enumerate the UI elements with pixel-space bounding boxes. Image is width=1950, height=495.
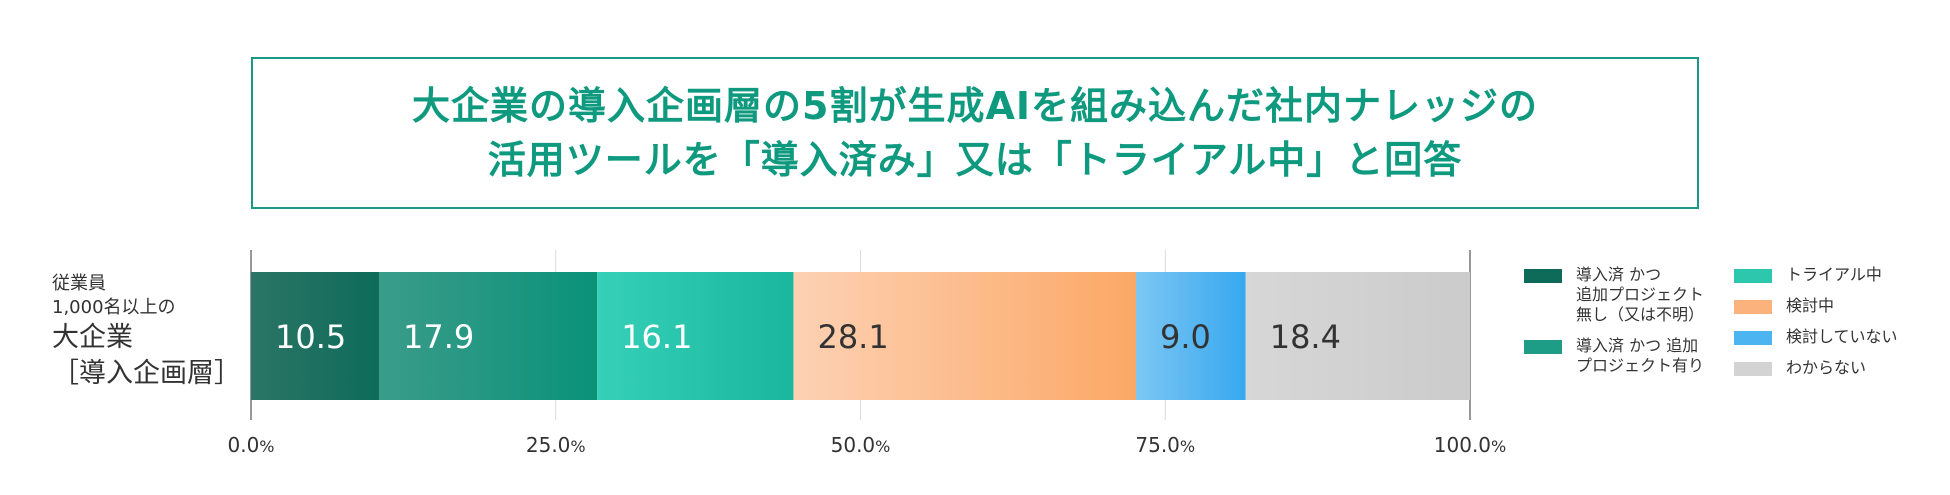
legend-col1-item-0: 導入済 かつ 追加プロジェクト 無し（又は不明）: [1524, 265, 1704, 325]
legend-col1-label-1-line-1: プロジェクト有り: [1576, 356, 1705, 375]
bar-segment-0: [251, 272, 379, 400]
x-tick-number-0: 0.0: [227, 433, 259, 457]
legend-col2-label-3: わからない: [1786, 358, 1866, 378]
legend-col2-label-1: 検討中: [1786, 296, 1834, 316]
data-label-5: 18.4: [1270, 318, 1341, 356]
legend-col1-label-0-line-1: 追加プロジェクト: [1576, 285, 1705, 304]
x-tick-label-4: 100.0%: [1434, 433, 1506, 457]
legend-col1-label-0: 導入済 かつ 追加プロジェクト 無し（又は不明）: [1576, 265, 1704, 325]
legend-column-2: トライアル中 検討中検討していない わからない: [1734, 265, 1898, 389]
legend-col2-label-0: トライアル中: [1786, 265, 1882, 285]
x-tick-number-1: 25.0: [526, 433, 571, 457]
data-label-1: 17.9: [403, 318, 474, 356]
legend-col2-item-0: トライアル中: [1734, 265, 1898, 285]
bar-segment-2: [597, 272, 794, 400]
legend-col1-label-0-line-0: 導入済 かつ: [1576, 265, 1662, 284]
legend-col1-item-1: 導入済 かつ 追加 プロジェクト有り: [1524, 336, 1704, 376]
legend-col2-swatch-1: [1734, 300, 1772, 314]
legend-col2-label-1-line-0: 検討中: [1786, 296, 1835, 315]
legend-col1-label-1: 導入済 かつ 追加 プロジェクト有り: [1576, 336, 1704, 376]
chart-title-box: 大企業の導入企画層の5割が生成AIを組み込んだ社内ナレッジの 活用ツールを「導入…: [251, 57, 1699, 209]
x-tick-unit-4: %: [1491, 437, 1506, 456]
legend-col2-swatch-3: [1734, 362, 1772, 376]
bar-segment-3: [793, 272, 1136, 400]
bar-segment-1: [378, 272, 598, 400]
legend-col1-label-1-line-0: 導入済 かつ 追加: [1576, 336, 1699, 355]
legend-col1-label-0-line-2: 無し（又は不明）: [1576, 305, 1705, 324]
x-tick-label-1: 25.0%: [526, 433, 586, 457]
x-tick-unit-1: %: [570, 437, 585, 456]
bar-segment-5: [1245, 272, 1470, 400]
chart-title-line-2: 活用ツールを「導入済み」又は「トライアル中」と回答: [487, 138, 1463, 182]
data-label-0: 10.5: [275, 318, 346, 356]
category-label-line-1: 従業員: [52, 273, 106, 294]
legend-col2-item-1: 検討中: [1734, 296, 1898, 316]
legend-col2-swatch-0: [1734, 269, 1772, 283]
data-label-4: 9.0: [1160, 318, 1211, 356]
legend-col1-swatch-0: [1524, 269, 1562, 283]
legend-col1-swatch-1: [1524, 340, 1562, 354]
category-label-line-2: 1,000名以上の: [52, 297, 176, 318]
legend-col2-swatch-2: [1734, 331, 1772, 345]
x-tick-unit-0: %: [259, 437, 274, 456]
category-label: 従業員 1,000名以上の 大企業 ［導入企画層］: [52, 272, 242, 392]
x-tick-number-2: 50.0: [831, 433, 876, 457]
legend-column-1: 導入済 かつ 追加プロジェクト 無し（又は不明） 導入済 かつ 追加 プロジェクト有り: [1524, 265, 1704, 387]
x-tick-label-2: 50.0%: [831, 433, 891, 457]
legend-col2-label-0-line-0: トライアル中: [1786, 265, 1882, 284]
category-label-line-4: ［導入企画層］: [52, 358, 241, 389]
legend-col2-label-3-line-0: わからない: [1786, 358, 1867, 377]
data-label-3: 28.1: [817, 318, 888, 356]
legend-col2-label-2-line-0: 検討していない: [1786, 327, 1898, 346]
chart-title-line-1: 大企業の導入企画層の5割が生成AIを組み込んだ社内ナレッジの: [412, 84, 1538, 128]
x-tick-label-3: 75.0%: [1135, 433, 1195, 457]
x-tick-unit-2: %: [875, 437, 890, 456]
x-tick-number-3: 75.0: [1135, 433, 1180, 457]
legend-col2-label-2: 検討していない: [1786, 327, 1898, 347]
x-tick-label-0: 0.0%: [227, 433, 274, 457]
legend-col2-item-3: わからない: [1734, 358, 1898, 378]
legend-col2-item-2: 検討していない: [1734, 327, 1898, 347]
category-label-line-3: 大企業: [52, 322, 133, 353]
bar-segment-4: [1135, 272, 1246, 400]
x-tick-unit-3: %: [1180, 437, 1195, 456]
data-label-2: 16.1: [621, 318, 692, 356]
x-tick-number-4: 100.0: [1434, 433, 1491, 457]
